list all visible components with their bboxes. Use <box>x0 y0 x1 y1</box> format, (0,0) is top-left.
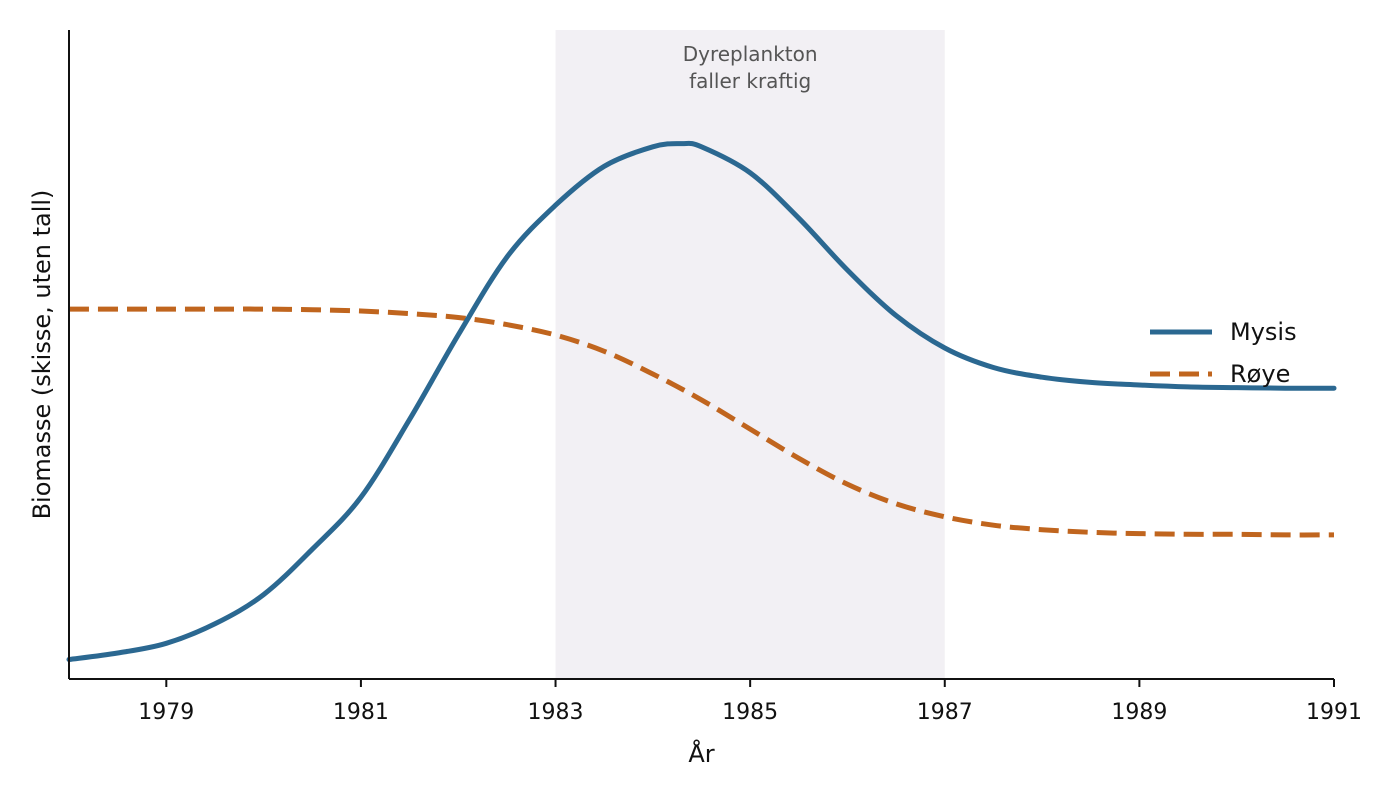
x-axis-title: År <box>688 739 714 768</box>
legend-label-mysis: Mysis <box>1230 318 1297 346</box>
series-line-roye <box>69 306 1335 538</box>
series-layer <box>66 140 1337 662</box>
x-tick-label: 1983 <box>528 700 584 725</box>
x-tick-label: 1981 <box>333 700 389 725</box>
x-tick-label: 1987 <box>917 700 973 725</box>
shaded-region-label-line-1: Dyreplankton <box>683 42 818 66</box>
x-tick-label: 1991 <box>1306 700 1362 725</box>
legend: Mysis Røye <box>1150 318 1297 388</box>
shaded-region <box>555 30 945 679</box>
legend-label-roye: Røye <box>1230 360 1290 388</box>
shaded-region-label-line-2: faller kraftig <box>689 69 811 93</box>
y-axis-title: Biomasse (skisse, uten tall) <box>28 190 56 520</box>
x-tick-label: 1985 <box>722 700 778 725</box>
x-tick-label: 1989 <box>1111 700 1167 725</box>
x-ticks: 1979 1981 1983 1985 1987 1989 1991 <box>138 679 1362 725</box>
series-line-mysis <box>66 140 1337 662</box>
x-tick-label: 1979 <box>138 700 194 725</box>
